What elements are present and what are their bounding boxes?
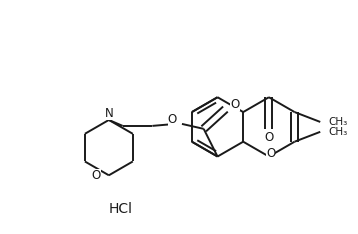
Text: O: O [231, 98, 240, 111]
Text: N: N [105, 106, 113, 120]
Text: O: O [264, 131, 274, 144]
Text: HCl: HCl [109, 202, 133, 216]
Text: O: O [168, 113, 177, 126]
Text: O: O [266, 147, 276, 160]
Text: CH₃: CH₃ [328, 127, 347, 137]
Text: CH₃: CH₃ [328, 117, 347, 127]
Text: O: O [92, 169, 101, 182]
